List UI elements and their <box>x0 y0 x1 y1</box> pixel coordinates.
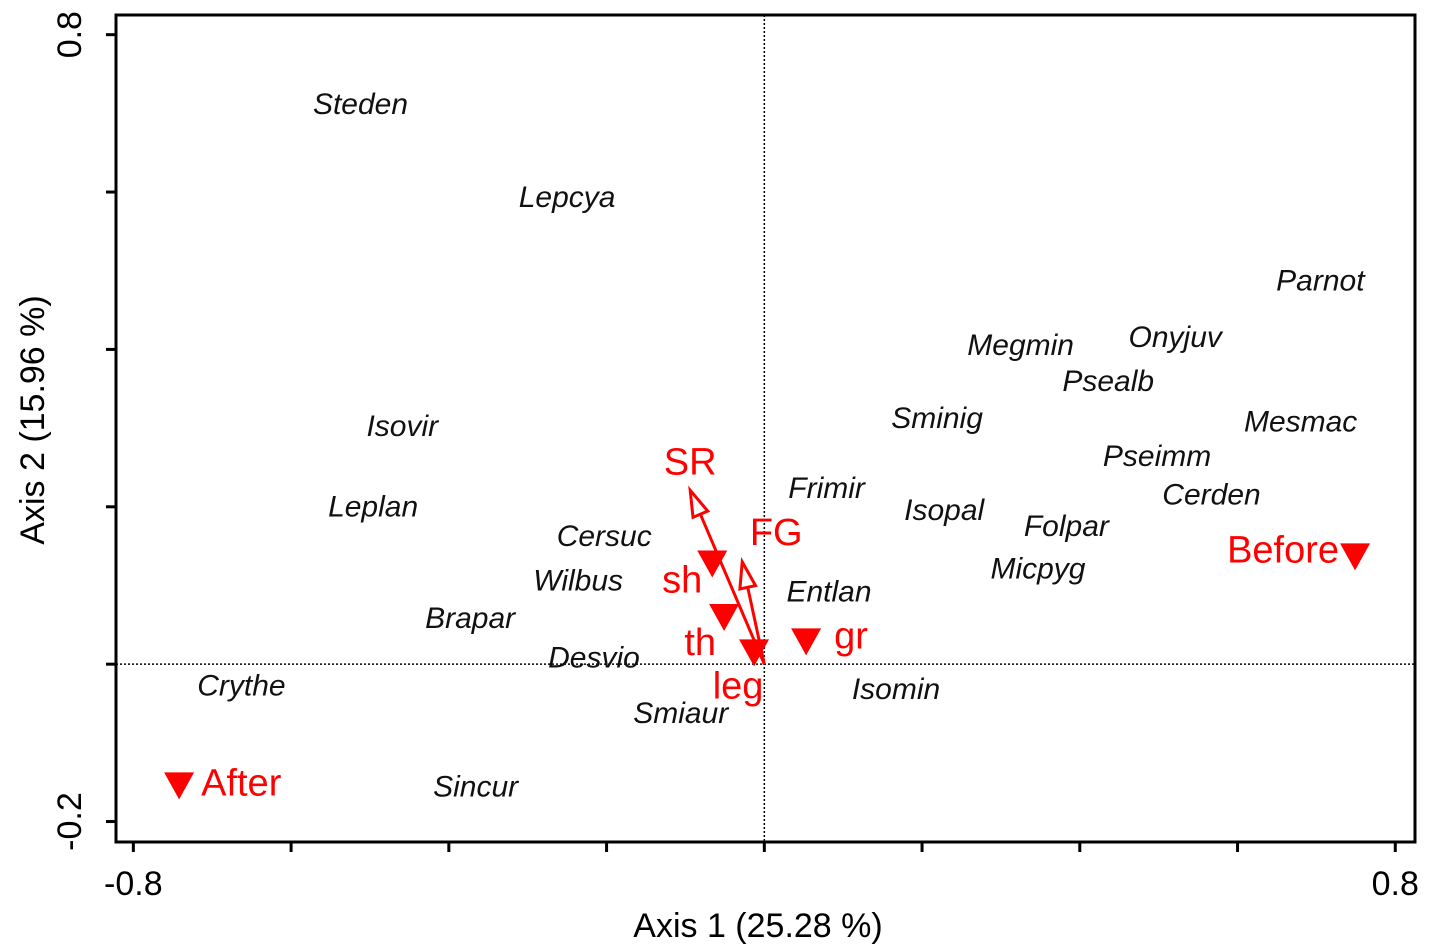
x-tick-label: 0.8 <box>1372 865 1419 903</box>
centroid-marker <box>791 628 822 656</box>
species-label: Lepcya <box>519 181 616 214</box>
centroid-marker <box>1340 543 1371 571</box>
centroid-label: gr <box>834 615 868 657</box>
species-label: Leplan <box>328 490 418 523</box>
species-label: Steden <box>313 88 408 121</box>
species-label: Pseimm <box>1103 440 1211 473</box>
species-label: Isopal <box>904 494 985 527</box>
species-label: Smiaur <box>633 697 729 730</box>
species-label: Sminig <box>891 402 983 435</box>
species-label: Sincur <box>433 770 519 803</box>
y-tick-label: 0.8 <box>51 11 89 58</box>
centroid-marker <box>164 772 195 800</box>
species-label: Brapar <box>425 602 516 635</box>
x-axis-label: Axis 1 (25.28 %) <box>633 907 882 945</box>
centroid-marker <box>739 639 770 667</box>
centroid-label: sh <box>662 559 702 601</box>
species-label: Desvio <box>548 641 640 674</box>
species-label: Cersuc <box>557 520 652 553</box>
species-label: Parnot <box>1276 264 1366 297</box>
centroid-label: th <box>684 622 716 664</box>
centroid-label: After <box>201 762 282 804</box>
species-label: Cerden <box>1162 478 1260 511</box>
species-label: Megmin <box>967 329 1074 362</box>
arrow-head <box>688 485 711 520</box>
y-axis-label: Axis 2 (15.96 %) <box>14 295 52 544</box>
species-label: Isomin <box>852 673 940 706</box>
species-label: Psealb <box>1062 365 1154 398</box>
centroid-marker <box>697 550 728 578</box>
plot-frame <box>114 13 1417 844</box>
species-label: Mesmac <box>1244 405 1357 438</box>
centroid-marker <box>709 603 740 631</box>
species-label: Frimir <box>788 472 866 505</box>
species-label: Folpar <box>1024 510 1110 543</box>
centroid-label: Before <box>1227 529 1339 571</box>
x-tick-label: -0.8 <box>104 865 163 903</box>
species-label: Onyjuv <box>1129 321 1224 354</box>
species-label: Micpyg <box>990 552 1085 585</box>
arrow-shaft <box>698 513 766 665</box>
species-label: Wilbus <box>533 564 623 597</box>
species-label: Entlan <box>786 575 871 608</box>
arrow-head <box>738 556 758 591</box>
arrow-label: FG <box>750 512 803 554</box>
centroid-label: leg <box>713 665 764 707</box>
species-label: Crythe <box>197 670 285 703</box>
y-tick-label: -0.2 <box>51 792 89 851</box>
species-label: Isovir <box>366 410 439 443</box>
arrow-label: SR <box>664 441 717 483</box>
